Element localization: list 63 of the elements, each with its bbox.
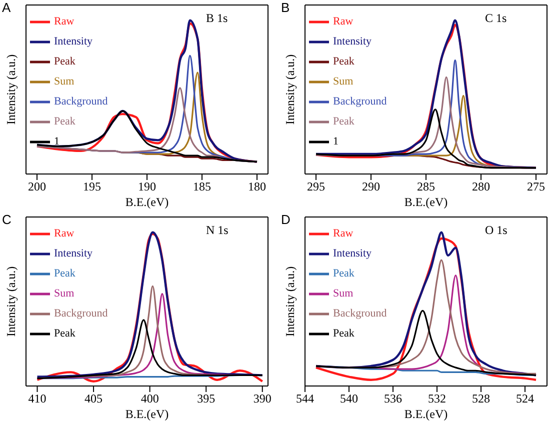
legend-label: Sum xyxy=(333,76,354,88)
legend-label: Peak xyxy=(333,328,354,340)
legend-label: Peak xyxy=(333,268,354,280)
x-tick-label: 190 xyxy=(138,180,156,194)
x-tick-label: 528 xyxy=(472,392,490,406)
x-tick-label: 185 xyxy=(193,180,211,194)
x-axis-title: B.E.(eV) xyxy=(404,407,448,421)
annotation: C 1s xyxy=(485,11,508,25)
legend-label: Peak xyxy=(333,116,354,128)
legend-label: Background xyxy=(54,308,108,320)
legend-label: 1 xyxy=(333,136,338,148)
x-tick-label: 405 xyxy=(84,392,103,406)
x-axis-title: B.E.(eV) xyxy=(404,195,448,209)
legend-label: Peak xyxy=(54,56,76,68)
x-tick-label: 275 xyxy=(527,180,545,194)
legend-label: Intensity xyxy=(333,36,372,48)
chart-title: C xyxy=(2,212,12,227)
x-tick-label: 200 xyxy=(28,180,46,194)
chart-title: A xyxy=(2,0,11,15)
legend-label: Sum xyxy=(333,288,354,300)
y-axis-title: Intensity (a.u.) xyxy=(4,266,18,337)
x-tick-label: 400 xyxy=(140,392,159,406)
chart-title: B xyxy=(281,0,290,15)
y-axis-title: Intensity (a.u.) xyxy=(4,54,18,125)
legend-label: Intensity xyxy=(54,248,92,260)
x-tick-label: 410 xyxy=(28,392,46,406)
legend-label: Intensity xyxy=(333,248,372,260)
x-axis-title: B.E.(eV) xyxy=(125,407,169,421)
legend-label: Raw xyxy=(333,16,354,28)
x-tick-label: 285 xyxy=(417,180,435,194)
annotation: B 1s xyxy=(206,11,228,25)
legend-label: Sum xyxy=(54,288,74,300)
legend-label: Background xyxy=(54,96,108,108)
legend-label: Background xyxy=(333,308,387,320)
legend-label: Raw xyxy=(333,228,354,240)
y-axis-title: Intensity (a.u.) xyxy=(283,54,297,125)
chart-title: D xyxy=(281,212,290,227)
legend-label: Raw xyxy=(54,228,74,240)
legend-label: Background xyxy=(333,96,387,108)
x-tick-label: 524 xyxy=(516,392,534,406)
x-tick-label: 290 xyxy=(362,180,380,194)
x-tick-label: 195 xyxy=(83,180,101,194)
legend-label: Peak xyxy=(54,268,76,280)
annotation: O 1s xyxy=(485,223,508,237)
x-tick-label: 536 xyxy=(384,392,402,406)
x-axis-title: B.E.(eV) xyxy=(125,195,169,209)
x-tick-label: 180 xyxy=(248,180,266,194)
x-tick-label: 390 xyxy=(253,392,272,406)
legend-label: Peak xyxy=(333,56,354,68)
x-tick-label: 280 xyxy=(472,180,490,194)
legend-label: 1 xyxy=(54,136,60,148)
y-axis-title: Intensity (a.u.) xyxy=(283,266,297,337)
x-tick-label: 295 xyxy=(307,180,325,194)
x-tick-label: 395 xyxy=(197,392,216,406)
legend-label: Raw xyxy=(54,16,74,28)
legend-label: Peak xyxy=(54,116,76,128)
annotation: N 1s xyxy=(206,223,229,237)
legend-label: Sum xyxy=(54,76,74,88)
legend-label: Intensity xyxy=(54,36,92,48)
legend-label: Peak xyxy=(54,328,76,340)
x-tick-label: 532 xyxy=(428,392,446,406)
x-tick-label: 544 xyxy=(296,392,314,406)
x-tick-label: 540 xyxy=(340,392,358,406)
